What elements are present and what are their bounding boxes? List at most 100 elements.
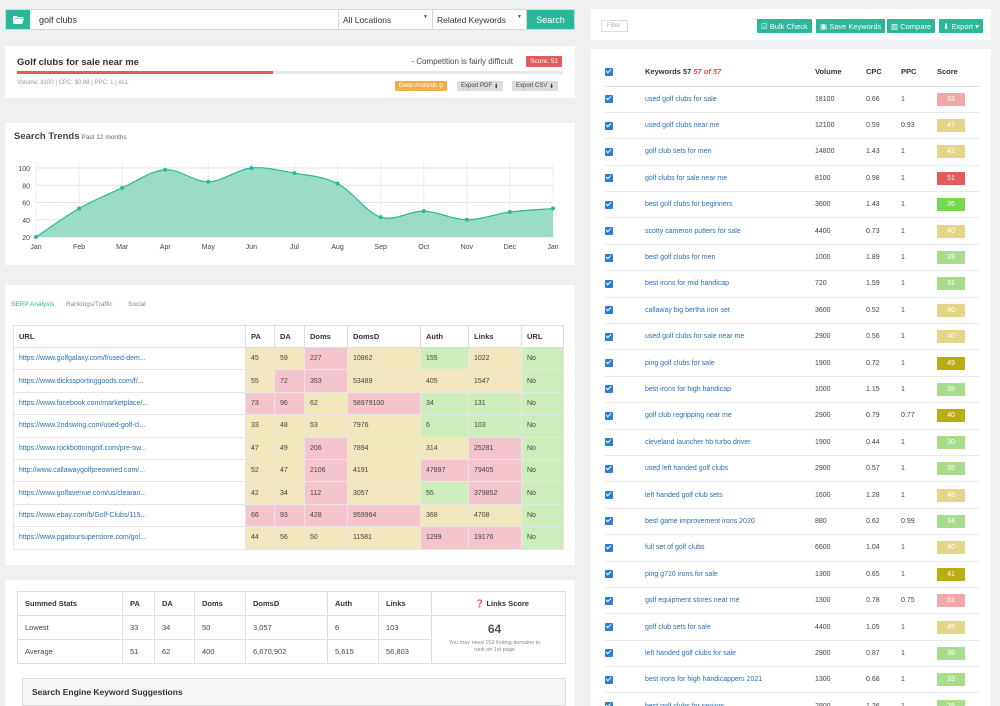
- serp-url-link[interactable]: https://www.ebay.com/b/Golf-Clubs/115...: [13, 503, 246, 528]
- keyword-checkbox[interactable]: [605, 534, 645, 562]
- keyword-volume: 4400: [815, 217, 866, 245]
- compare-button[interactable]: ▥ Compare: [887, 19, 936, 33]
- keyword-checkbox[interactable]: [605, 270, 645, 298]
- keyword-checkbox[interactable]: [605, 640, 645, 668]
- keyword-checkbox[interactable]: [605, 112, 645, 140]
- export-csv-button[interactable]: Export CSV ⬇: [512, 81, 559, 91]
- keyword-cpc: 0.66: [866, 86, 901, 113]
- save-keywords-button[interactable]: ▣ Save Keywords: [816, 19, 886, 33]
- search-input[interactable]: [30, 10, 339, 29]
- serp-col-header[interactable]: URL: [521, 325, 564, 348]
- serp-col-header[interactable]: URL: [13, 325, 246, 348]
- folder-open-icon[interactable]: [6, 10, 30, 29]
- keyword-link[interactable]: golf club regripping near me: [645, 402, 815, 430]
- serp-col-header[interactable]: DA: [274, 325, 305, 348]
- keyword-checkbox[interactable]: [605, 402, 645, 430]
- keyword-checkbox[interactable]: [605, 508, 645, 536]
- keyword-volume: 1000: [815, 376, 866, 404]
- select-all-checkbox[interactable]: [605, 57, 645, 87]
- keyword-link[interactable]: best irons for high handicappers 2021: [645, 666, 815, 694]
- keyword-checkbox[interactable]: [605, 481, 645, 509]
- serp-url-link[interactable]: https://www.2ndswing.com/used-golf-cl...: [13, 414, 246, 438]
- keyword-link[interactable]: used golf clubs near me: [645, 112, 815, 140]
- keyword-link[interactable]: best golf clubs for seniors: [645, 692, 815, 706]
- serp-url-link[interactable]: https://www.golfavenue.com/us/clearan...: [13, 481, 246, 505]
- keyword-link[interactable]: best game improvement irons 2020: [645, 508, 815, 536]
- keyword-link[interactable]: golf club sets for men: [645, 138, 815, 166]
- keyword-link[interactable]: best irons for high handicap: [645, 376, 815, 404]
- export-pdf-button[interactable]: Export PDF ⬇: [457, 81, 503, 91]
- keyword-checkbox[interactable]: [605, 86, 645, 113]
- keyword-checkbox[interactable]: [605, 138, 645, 166]
- keywords-count: 57 of 57: [693, 66, 722, 76]
- keyword-link[interactable]: golf clubs for sale near me: [645, 165, 815, 193]
- keyword-link[interactable]: left handed golf club sets: [645, 481, 815, 509]
- serp-col-header[interactable]: PA: [245, 325, 275, 348]
- keyword-checkbox[interactable]: [605, 244, 645, 272]
- serp-url-link[interactable]: https://www.facebook.com/marketplace/...: [13, 391, 246, 416]
- serp-col-header[interactable]: Auth: [420, 325, 469, 348]
- stats-cell-da: 34: [154, 615, 195, 640]
- volume-header[interactable]: Volume: [815, 57, 866, 87]
- keyword-link[interactable]: golf club sets for sale: [645, 613, 815, 641]
- keyword-link[interactable]: ping golf clubs for sale: [645, 349, 815, 377]
- cpc-header[interactable]: CPC: [866, 57, 901, 87]
- stats-col-header: Auth: [327, 591, 379, 616]
- serp-url-link[interactable]: http://www.callawaygolfpreowned.com/...: [13, 458, 246, 483]
- tab-social[interactable]: Social: [128, 301, 146, 308]
- serp-cell-doms: 112: [304, 481, 348, 505]
- keyword-volume: 1000: [815, 244, 866, 272]
- keyword-link[interactable]: callaway big bertha iron set: [645, 297, 815, 325]
- keyword-checkbox[interactable]: [605, 191, 645, 219]
- keyword-checkbox[interactable]: [605, 429, 645, 456]
- keyword-link[interactable]: used golf clubs for sale near me: [645, 323, 815, 351]
- keyword-checkbox[interactable]: [605, 613, 645, 641]
- stats-cell-doms: 50: [194, 615, 246, 640]
- keyword-checkbox[interactable]: [605, 561, 645, 588]
- serp-cell-domsd: 10862: [347, 346, 421, 371]
- keyword-link[interactable]: used left handed golf clubs: [645, 455, 815, 483]
- keyword-checkbox[interactable]: [605, 165, 645, 193]
- keyword-checkbox[interactable]: [605, 217, 645, 245]
- keyword-checkbox[interactable]: [605, 692, 645, 706]
- keyword-checkbox[interactable]: [605, 323, 645, 351]
- keyword-link[interactable]: best golf clubs for men: [645, 244, 815, 272]
- mode-select[interactable]: Related Keywords ▼: [433, 10, 527, 29]
- serp-url-link[interactable]: https://www.pgatoursuperstore.com/gol...: [13, 526, 246, 550]
- ppc-header[interactable]: PPC: [901, 57, 937, 87]
- keyword-checkbox[interactable]: [605, 349, 645, 377]
- keyword-link[interactable]: ping g710 irons for sale: [645, 561, 815, 588]
- tab-serp-analysis[interactable]: SERP Analysis: [11, 301, 55, 308]
- stats-col-header: DomsD: [245, 591, 328, 616]
- serp-url-link[interactable]: https://www.dickssportinggoods.com/f/...: [13, 369, 246, 393]
- serp-col-header[interactable]: DomsD: [347, 325, 421, 348]
- keyword-link[interactable]: used golf clubs for sale: [645, 86, 815, 113]
- location-select[interactable]: All Locations ▼: [339, 10, 433, 29]
- keyword-link[interactable]: scotty cameron putters for sale: [645, 217, 815, 245]
- keyword-checkbox[interactable]: [605, 455, 645, 483]
- keyword-row: used golf clubs near me 12100 0.59 0.93 47: [605, 112, 980, 140]
- filter-input[interactable]: Filter: [601, 20, 628, 32]
- serp-url-link[interactable]: https://www.rockbottomgolf.com/pre-ow...: [13, 436, 246, 460]
- deep-analysis-button[interactable]: Deep Analysis ⚲: [395, 81, 448, 91]
- serp-row: http://www.callawaygolfpreowned.com/... 5…: [13, 458, 564, 483]
- keyword-link[interactable]: full set of golf clubs: [645, 534, 815, 562]
- score-header[interactable]: Score: [937, 57, 980, 87]
- keyword-checkbox[interactable]: [605, 297, 645, 325]
- serp-col-header[interactable]: Links: [468, 325, 522, 348]
- keyword-link[interactable]: golf equipment stores near me: [645, 587, 815, 615]
- bulk-check-button[interactable]: ☑ Bulk Check: [757, 19, 812, 33]
- keyword-checkbox[interactable]: [605, 587, 645, 615]
- serp-url-link[interactable]: https://www.golfgalaxy.com/f/used-dem...: [13, 346, 246, 371]
- export-button[interactable]: ⬇ Export ▾: [939, 19, 983, 33]
- search-button[interactable]: Search: [527, 10, 574, 29]
- keyword-link[interactable]: best golf clubs for beginners: [645, 191, 815, 219]
- keyword-link[interactable]: left handed golf clubs for sale: [645, 640, 815, 668]
- keyword-checkbox[interactable]: [605, 376, 645, 404]
- keyword-checkbox[interactable]: [605, 666, 645, 694]
- score-badge: 34: [937, 514, 965, 528]
- tab-rankings-traffic[interactable]: Rankings/Traffic: [66, 301, 113, 308]
- serp-col-header[interactable]: Doms: [304, 325, 348, 348]
- keyword-link[interactable]: cleveland launcher hb turbo driver: [645, 429, 815, 456]
- keyword-link[interactable]: best irons for mid handicap: [645, 270, 815, 298]
